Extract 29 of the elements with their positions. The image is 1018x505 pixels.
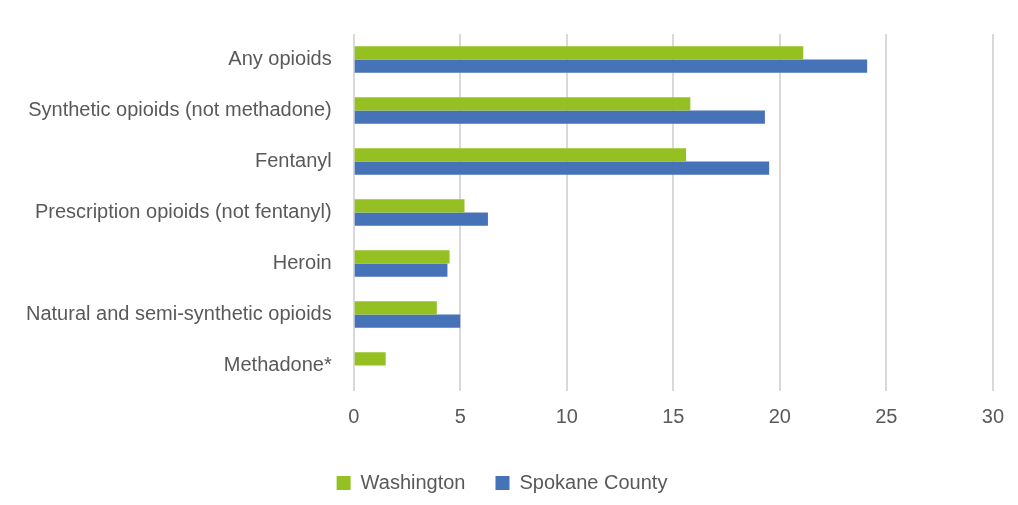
y-tick-label: Any opioids — [228, 47, 332, 70]
y-tick-label: Natural and semi-synthetic opioids — [26, 302, 332, 325]
x-tick-label: 25 — [875, 404, 898, 427]
bar — [354, 301, 437, 315]
bar — [354, 199, 465, 213]
y-tick-label: Heroin — [272, 251, 332, 274]
x-tick-label: 5 — [454, 404, 466, 427]
y-tick-label: Synthetic opioids (not methadone) — [28, 98, 332, 121]
bar — [354, 314, 461, 328]
y-tick-label: Methadone* — [223, 353, 332, 376]
legend-label: Spokane County — [519, 470, 668, 493]
bar — [354, 97, 691, 111]
bar — [354, 59, 868, 73]
bar — [354, 352, 386, 366]
bar — [354, 212, 488, 226]
bar — [354, 110, 765, 124]
bar — [354, 161, 770, 175]
x-tick-label: 15 — [662, 404, 685, 427]
x-tick-label: 10 — [555, 404, 578, 427]
legend-label: Washington — [360, 470, 466, 493]
x-tick-label: 30 — [981, 404, 1004, 427]
bar — [354, 250, 450, 264]
bar — [354, 46, 804, 60]
y-tick-label: Prescription opioids (not fentanyl) — [34, 200, 332, 223]
bar — [354, 263, 448, 277]
x-tick-label: 0 — [348, 404, 360, 427]
x-tick-label: 20 — [768, 404, 791, 427]
y-tick-label: Fentanyl — [254, 149, 332, 172]
bar — [354, 148, 687, 162]
